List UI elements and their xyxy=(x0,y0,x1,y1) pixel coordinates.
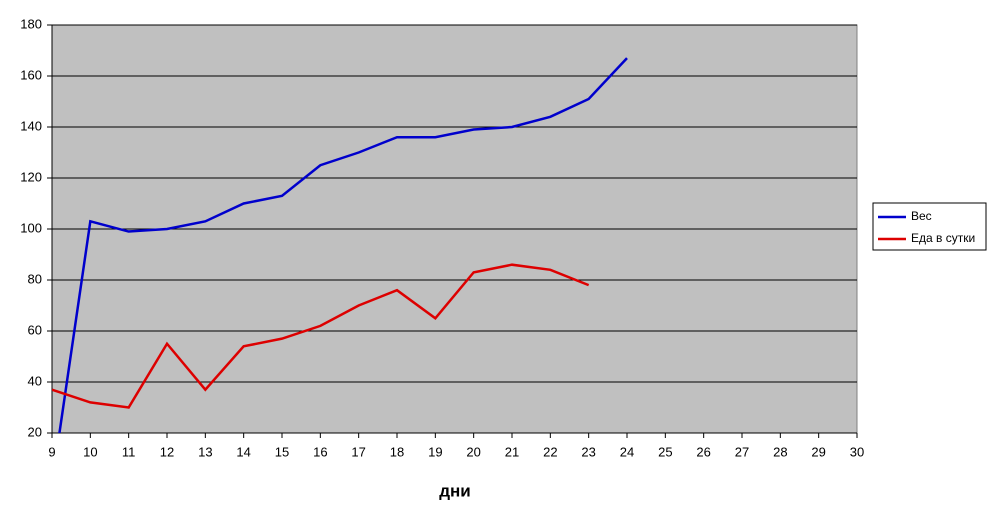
x-tick-label: 17 xyxy=(351,444,365,459)
x-tick-label: 27 xyxy=(735,444,749,459)
y-tick-label: 20 xyxy=(28,424,42,439)
x-tick-label: 12 xyxy=(160,444,174,459)
x-tick-label: 18 xyxy=(390,444,404,459)
x-tick-label: 26 xyxy=(696,444,710,459)
x-axis-label: дни xyxy=(439,481,471,500)
x-tick-label: 24 xyxy=(620,444,634,459)
x-tick-label: 20 xyxy=(466,444,480,459)
x-tick-label: 23 xyxy=(581,444,595,459)
x-tick-label: 19 xyxy=(428,444,442,459)
y-tick-label: 120 xyxy=(20,169,42,184)
y-tick-label: 60 xyxy=(28,322,42,337)
legend-label: Вес xyxy=(911,209,932,223)
x-tick-label: 22 xyxy=(543,444,557,459)
x-tick-label: 28 xyxy=(773,444,787,459)
series-line xyxy=(58,57,628,433)
x-tick-label: 11 xyxy=(122,444,136,459)
y-tick-label: 40 xyxy=(28,373,42,388)
x-tick-label: 29 xyxy=(811,444,825,459)
x-tick-label: 10 xyxy=(83,444,97,459)
y-tick-label: 100 xyxy=(20,220,42,235)
x-tick-label: 21 xyxy=(505,444,519,459)
legend-label: Еда в сутки xyxy=(911,231,975,245)
y-tick-label: 160 xyxy=(20,67,42,82)
x-tick-label: 16 xyxy=(313,444,327,459)
x-tick-label: 9 xyxy=(48,444,55,459)
x-tick-label: 30 xyxy=(850,444,864,459)
x-tick-label: 15 xyxy=(275,444,289,459)
legend xyxy=(872,202,987,251)
x-tick-label: 14 xyxy=(236,444,250,459)
series-line xyxy=(52,263,590,409)
y-tick-label: 80 xyxy=(28,271,42,286)
y-tick-label: 140 xyxy=(20,118,42,133)
x-tick-label: 25 xyxy=(658,444,672,459)
x-tick-label: 13 xyxy=(198,444,212,459)
y-tick-label: 180 xyxy=(20,16,42,31)
